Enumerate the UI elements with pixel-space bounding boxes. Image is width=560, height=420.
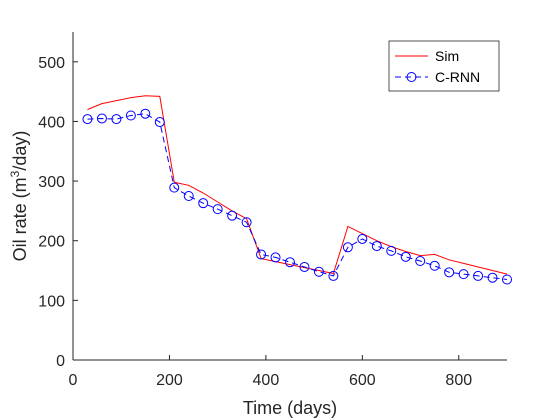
legend-crnn-label: C-RNN: [435, 69, 480, 85]
series-marker-c-rnn: [154, 117, 165, 128]
y-tick-label: 300: [38, 174, 65, 191]
legend-sim-label: Sim: [435, 48, 459, 64]
series-layer: [82, 95, 512, 285]
series-marker-c-rnn: [96, 113, 107, 124]
series-marker-c-rnn: [125, 110, 136, 121]
x-tick-label: 600: [349, 372, 376, 389]
series-marker-c-rnn: [82, 114, 93, 125]
x-tick-label: 200: [156, 372, 183, 389]
series-line-c-rnn: [87, 113, 508, 280]
y-axis-title-superscript: 3: [8, 170, 22, 177]
series-line-sim: [87, 95, 508, 275]
series-marker-c-rnn: [415, 256, 426, 267]
series-marker-c-rnn: [256, 249, 267, 260]
series-marker-c-rnn: [212, 204, 223, 215]
legend-crnn-marker: [406, 72, 417, 82]
y-axis-title: Oil rate (m3/day): [8, 131, 30, 262]
series-marker-c-rnn: [487, 272, 498, 283]
y-tick-label: 500: [38, 55, 65, 72]
series-marker-c-rnn: [429, 260, 440, 271]
series-marker-c-rnn: [458, 269, 469, 280]
series-marker-c-rnn: [241, 217, 252, 228]
axes-layer: 0 200 400 600 800 0 100 200 300 400 500: [38, 32, 507, 389]
series-marker-c-rnn: [270, 252, 281, 263]
y-axis-title-prefix: Oil rate (m: [10, 177, 30, 261]
x-tick-label: 400: [253, 372, 280, 389]
series-marker-c-rnn: [111, 114, 122, 125]
x-tick-label: 0: [69, 372, 78, 389]
series-marker-c-rnn: [342, 242, 353, 253]
series-marker-c-rnn: [285, 257, 295, 268]
series-marker-c-rnn: [357, 233, 368, 244]
x-tick-label: 800: [445, 372, 472, 389]
series-marker-c-rnn: [227, 210, 238, 221]
y-axis-title-suffix: /day): [10, 131, 30, 171]
series-marker-c-rnn: [371, 241, 382, 252]
y-tick-label: 100: [38, 293, 65, 310]
series-marker-c-rnn: [400, 251, 411, 262]
series-marker-c-rnn: [328, 270, 339, 281]
series-marker-c-rnn: [444, 267, 455, 278]
series-marker-c-rnn: [169, 182, 180, 193]
y-tick-label: 200: [38, 234, 65, 251]
series-marker-c-rnn: [386, 245, 397, 256]
series-marker-c-rnn: [140, 108, 151, 119]
series-marker-c-rnn: [473, 270, 484, 281]
y-tick-label: 0: [56, 353, 65, 370]
x-axis-title: Time (days): [243, 398, 337, 418]
series-marker-c-rnn: [313, 266, 324, 277]
y-tick-label: 400: [38, 114, 65, 131]
series-marker-c-rnn: [198, 198, 209, 209]
series-marker-c-rnn: [502, 274, 512, 285]
series-marker-c-rnn: [299, 261, 310, 272]
legend: Sim C-RNN: [388, 40, 500, 92]
legend-box: [388, 40, 500, 92]
series-marker-c-rnn: [183, 191, 194, 201]
